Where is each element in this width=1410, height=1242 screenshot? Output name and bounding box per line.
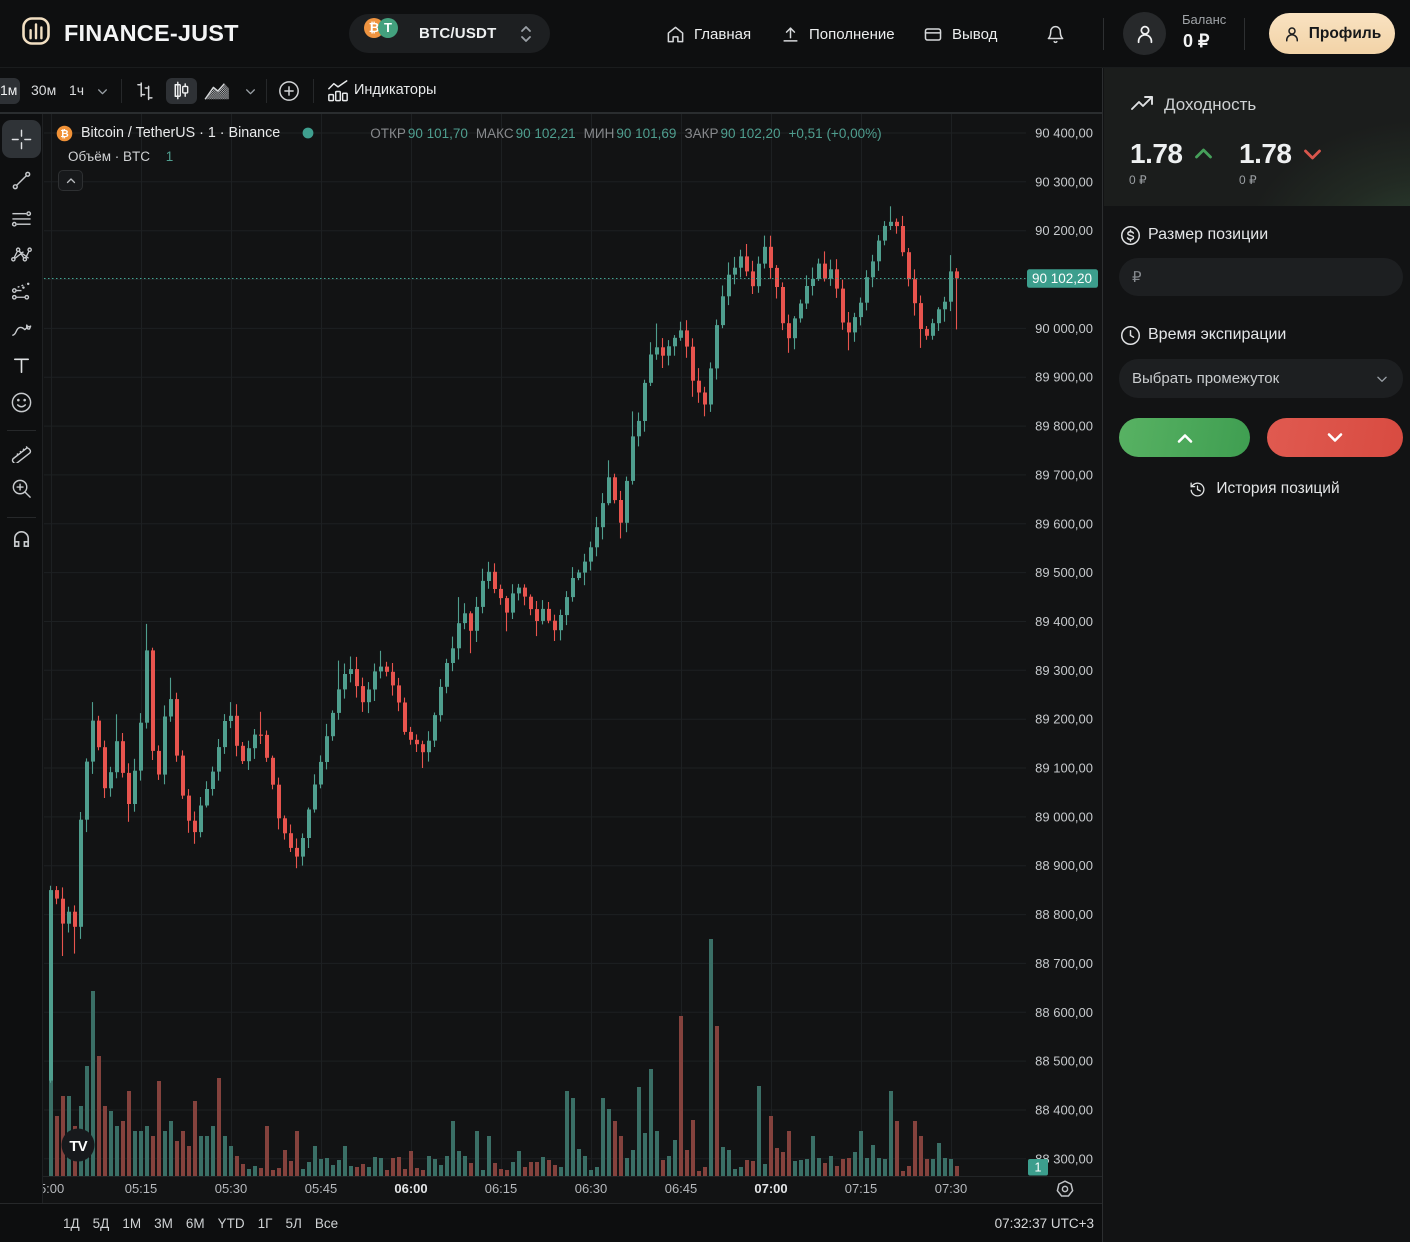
svg-text:88 800,00: 88 800,00 bbox=[1035, 907, 1093, 922]
svg-text:89 900,00: 89 900,00 bbox=[1035, 370, 1093, 385]
svg-text:07:30: 07:30 bbox=[935, 1181, 968, 1196]
svg-text:1: 1 bbox=[1035, 1161, 1042, 1175]
svg-text:88 700,00: 88 700,00 bbox=[1035, 956, 1093, 971]
svg-text:89 500,00: 89 500,00 bbox=[1035, 565, 1093, 580]
svg-text:90 102,20: 90 102,20 bbox=[1032, 271, 1092, 286]
svg-text:TV: TV bbox=[69, 1138, 87, 1155]
svg-text:05:45: 05:45 bbox=[305, 1181, 338, 1196]
svg-text:89 100,00: 89 100,00 bbox=[1035, 761, 1093, 776]
svg-text:88 400,00: 88 400,00 bbox=[1035, 1103, 1093, 1118]
svg-text:88 900,00: 88 900,00 bbox=[1035, 858, 1093, 873]
svg-text:89 800,00: 89 800,00 bbox=[1035, 419, 1093, 434]
svg-text:07:00: 07:00 bbox=[754, 1181, 787, 1196]
svg-text:07:15: 07:15 bbox=[845, 1181, 878, 1196]
svg-text:06:15: 06:15 bbox=[485, 1181, 518, 1196]
svg-text:89 000,00: 89 000,00 bbox=[1035, 809, 1093, 824]
svg-text:88 600,00: 88 600,00 bbox=[1035, 1005, 1093, 1020]
svg-text:89 700,00: 89 700,00 bbox=[1035, 467, 1093, 482]
svg-text:06:00: 06:00 bbox=[394, 1181, 427, 1196]
svg-text:90 300,00: 90 300,00 bbox=[1035, 174, 1093, 189]
svg-text:90 000,00: 90 000,00 bbox=[1035, 321, 1093, 336]
svg-text:05:30: 05:30 bbox=[215, 1181, 248, 1196]
svg-text:05:15: 05:15 bbox=[125, 1181, 158, 1196]
svg-text:89 400,00: 89 400,00 bbox=[1035, 614, 1093, 629]
svg-text:89 300,00: 89 300,00 bbox=[1035, 663, 1093, 678]
svg-text:89 200,00: 89 200,00 bbox=[1035, 712, 1093, 727]
svg-text:06:45: 06:45 bbox=[665, 1181, 698, 1196]
svg-text:88 300,00: 88 300,00 bbox=[1035, 1151, 1093, 1166]
svg-text:90 200,00: 90 200,00 bbox=[1035, 223, 1093, 238]
svg-text:88 500,00: 88 500,00 bbox=[1035, 1054, 1093, 1069]
svg-text:89 600,00: 89 600,00 bbox=[1035, 516, 1093, 531]
svg-text:90 400,00: 90 400,00 bbox=[1035, 126, 1093, 141]
svg-text:06:30: 06:30 bbox=[575, 1181, 608, 1196]
svg-text:₿: ₿ bbox=[60, 128, 68, 140]
